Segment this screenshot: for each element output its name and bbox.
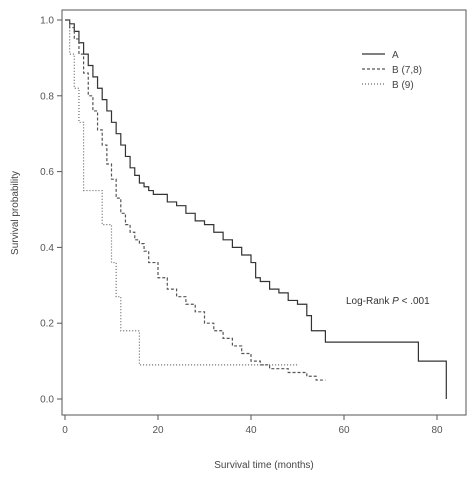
y-axis-title: Survival probability <box>10 171 21 255</box>
x-tick-label: 60 <box>338 425 350 436</box>
x-axis-title: Survival time (months) <box>214 460 313 471</box>
x-axis: 0 20 40 60 80 <box>62 415 443 436</box>
y-tick-label: 0.6 <box>40 167 54 178</box>
y-tick-label: 0.4 <box>40 243 54 254</box>
series-line-b9 <box>65 19 298 366</box>
x-tick-label: 80 <box>431 425 443 436</box>
series-line-b78 <box>65 19 326 381</box>
y-tick-label: 0.2 <box>40 319 54 330</box>
series-line-a <box>65 19 447 399</box>
annotation-suffix: < .001 <box>399 296 430 307</box>
annotation-p: P <box>392 296 399 307</box>
y-tick-label: 0.0 <box>40 395 54 406</box>
y-tick-label: 1.0 <box>40 16 54 27</box>
x-tick-label: 20 <box>152 425 164 436</box>
annotation-prefix: Log-Rank <box>346 296 392 307</box>
y-axis: 0.0 0.2 0.4 0.6 0.8 1.0 <box>40 16 62 406</box>
legend: A B (7,8) B (9) <box>362 50 422 91</box>
plot-frame <box>61 9 467 416</box>
x-tick-label: 0 <box>62 425 68 436</box>
legend-label-b9: B (9) <box>392 80 414 91</box>
log-rank-annotation: Log-Rank P < .001 <box>346 296 430 307</box>
legend-label-b78: B (7,8) <box>392 65 422 76</box>
x-tick-label: 40 <box>245 425 257 436</box>
legend-label-a: A <box>392 50 399 61</box>
series-layer <box>65 19 447 399</box>
y-tick-label: 0.8 <box>40 91 54 102</box>
